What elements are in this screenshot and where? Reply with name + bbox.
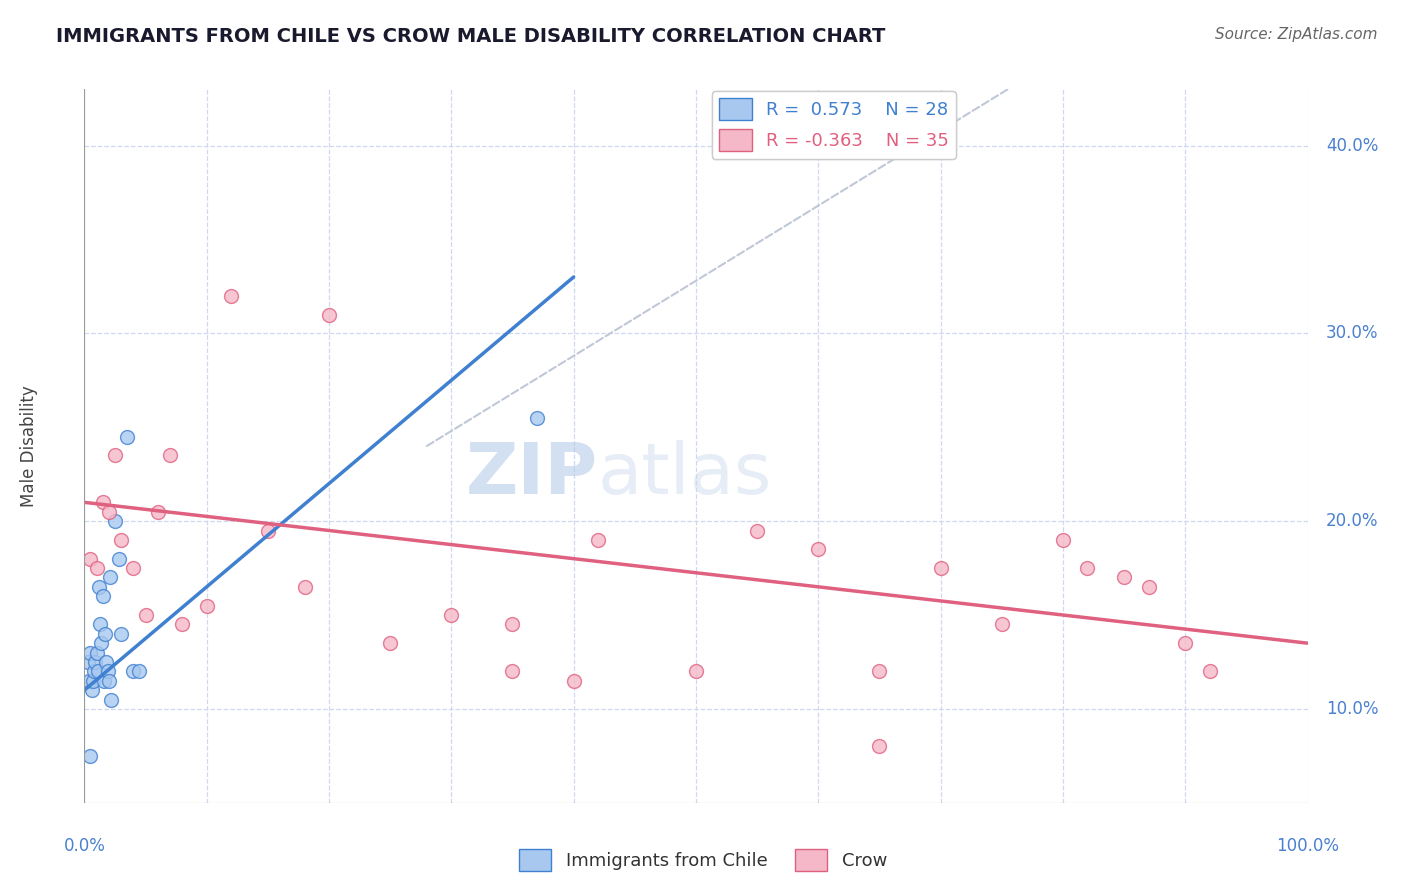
Point [110, 533, 132, 547]
Point [79, 551, 101, 566]
Point [77, 655, 100, 669]
Point [807, 542, 830, 557]
Point [96, 655, 118, 669]
Point [257, 524, 280, 538]
Point [1198, 665, 1220, 679]
Point [128, 665, 150, 679]
Point [100, 692, 122, 706]
Point [79, 646, 101, 660]
Point [93, 673, 115, 688]
Point [526, 410, 548, 425]
Text: 10.0%: 10.0% [1326, 700, 1378, 718]
Point [94, 627, 117, 641]
Point [104, 514, 127, 528]
Point [97, 673, 120, 688]
Point [89, 617, 111, 632]
Point [91, 589, 114, 603]
Text: 0.0%: 0.0% [63, 837, 105, 855]
Point [86, 646, 108, 660]
Point [135, 607, 157, 622]
Point [1174, 636, 1197, 650]
Point [440, 607, 463, 622]
Text: ZIP: ZIP [465, 440, 598, 508]
Point [82, 673, 104, 688]
Point [98, 570, 121, 584]
Point [90, 636, 112, 650]
Point [87, 580, 110, 594]
Point [97, 505, 120, 519]
Text: 30.0%: 30.0% [1326, 325, 1378, 343]
Point [146, 505, 169, 519]
Point [86, 561, 108, 575]
Legend: Immigrants from Chile, Crow: Immigrants from Chile, Crow [512, 842, 894, 879]
Point [747, 524, 769, 538]
Text: 40.0%: 40.0% [1326, 136, 1378, 154]
Point [97, 665, 120, 679]
Legend: R =  0.573    N = 28, R = -0.363    N = 35: R = 0.573 N = 28, R = -0.363 N = 35 [711, 91, 956, 159]
Point [107, 551, 129, 566]
Point [122, 665, 145, 679]
Point [929, 561, 952, 575]
Point [104, 449, 127, 463]
Point [318, 308, 340, 322]
Point [84, 655, 107, 669]
Point [685, 665, 707, 679]
Point [79, 748, 101, 763]
Point [294, 580, 316, 594]
Text: IMMIGRANTS FROM CHILE VS CROW MALE DISABILITY CORRELATION CHART: IMMIGRANTS FROM CHILE VS CROW MALE DISAB… [56, 27, 886, 45]
Point [122, 561, 145, 575]
Point [219, 289, 242, 303]
Text: 20.0%: 20.0% [1326, 512, 1378, 530]
Point [1076, 561, 1098, 575]
Point [562, 673, 585, 688]
Point [83, 665, 105, 679]
Point [195, 599, 218, 613]
Point [586, 533, 609, 547]
Point [380, 636, 402, 650]
Text: Male Disability: Male Disability [20, 385, 38, 507]
Point [115, 429, 138, 443]
Point [87, 665, 110, 679]
Point [1137, 580, 1160, 594]
Text: atlas: atlas [598, 440, 772, 508]
Point [991, 617, 1014, 632]
Point [172, 617, 194, 632]
Text: Source: ZipAtlas.com: Source: ZipAtlas.com [1215, 27, 1378, 42]
Point [159, 449, 181, 463]
Point [1052, 533, 1074, 547]
Point [1114, 570, 1136, 584]
Point [502, 665, 524, 679]
Point [502, 617, 524, 632]
Point [869, 739, 891, 754]
Point [80, 683, 103, 698]
Point [77, 673, 100, 688]
Point [91, 495, 114, 509]
Text: 100.0%: 100.0% [1277, 837, 1339, 855]
Point [110, 627, 132, 641]
Point [869, 665, 891, 679]
